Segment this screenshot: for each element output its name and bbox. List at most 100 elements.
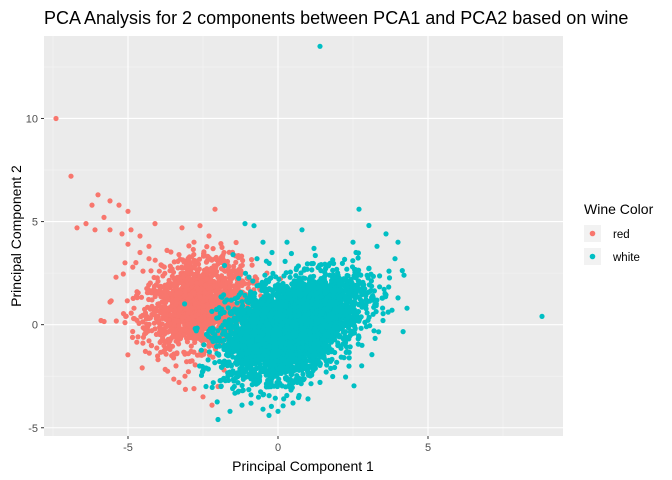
- point-red: [192, 362, 198, 368]
- point-white: [230, 344, 236, 350]
- point-white: [222, 299, 228, 305]
- point-red: [213, 294, 219, 300]
- point-red: [177, 306, 183, 312]
- point-red: [194, 258, 200, 264]
- chart-title: PCA Analysis for 2 components between PC…: [44, 8, 628, 28]
- point-white: [228, 363, 234, 369]
- point-white: [240, 343, 246, 349]
- point-white: [255, 394, 262, 400]
- point-white: [215, 315, 222, 321]
- point-red: [148, 342, 154, 348]
- point-red: [167, 346, 173, 352]
- point-red: [211, 271, 217, 278]
- point-red: [130, 328, 136, 335]
- point-red: [98, 317, 104, 324]
- point-white: [266, 393, 272, 399]
- point-white: [243, 368, 249, 374]
- point-red: [204, 244, 210, 250]
- point-red: [151, 320, 157, 326]
- point-red: [152, 326, 158, 332]
- point-red: [229, 272, 236, 278]
- point-red: [209, 402, 215, 408]
- point-white: [209, 308, 215, 314]
- point-red: [155, 357, 161, 363]
- point-white: [216, 343, 222, 349]
- point-red: [159, 329, 165, 335]
- point-red: [198, 333, 204, 339]
- point-red: [212, 206, 218, 212]
- point-white: [301, 355, 307, 361]
- point-red: [188, 348, 194, 354]
- point-white: [221, 262, 228, 269]
- point-white: [232, 390, 238, 396]
- point-white: [236, 275, 242, 281]
- point-red: [163, 316, 169, 322]
- point-white: [231, 370, 237, 376]
- point-red: [169, 312, 175, 318]
- point-red: [185, 310, 191, 316]
- point-red: [210, 300, 216, 306]
- point-white: [206, 349, 212, 355]
- point-white: [287, 269, 293, 275]
- point-white: [239, 382, 245, 389]
- point-white: [260, 366, 266, 373]
- point-red: [120, 311, 127, 317]
- point-red: [53, 115, 59, 122]
- point-white: [284, 392, 290, 399]
- point-red: [158, 262, 164, 268]
- point-red: [158, 349, 164, 355]
- point-red: [191, 334, 197, 340]
- point-red: [107, 227, 113, 233]
- point-red: [201, 250, 207, 256]
- point-red: [195, 311, 201, 317]
- point-white: [201, 342, 207, 348]
- point-red: [135, 334, 141, 340]
- point-red: [140, 319, 146, 325]
- point-red: [139, 365, 145, 371]
- point-white: [239, 337, 245, 343]
- point-red: [202, 289, 208, 296]
- point-red: [156, 308, 162, 314]
- point-red: [151, 283, 158, 289]
- point-red: [140, 334, 146, 340]
- point-white: [269, 339, 275, 345]
- point-red: [205, 254, 212, 260]
- point-red: [146, 282, 152, 288]
- point-red: [146, 350, 152, 356]
- point-white: [329, 356, 335, 362]
- point-white: [256, 353, 262, 359]
- point-white: [279, 383, 285, 389]
- point-white: [372, 335, 378, 341]
- point-white: [260, 392, 266, 398]
- point-red: [162, 339, 168, 346]
- point-red: [206, 233, 212, 239]
- point-red: [169, 353, 175, 359]
- point-red: [89, 202, 95, 208]
- point-red: [162, 292, 169, 298]
- point-red: [146, 338, 152, 344]
- point-red: [155, 278, 161, 284]
- point-white: [209, 384, 215, 390]
- point-red: [204, 267, 210, 273]
- point-white: [225, 353, 231, 359]
- point-white: [343, 374, 349, 380]
- point-red: [152, 257, 158, 263]
- point-red: [216, 259, 222, 266]
- point-white: [215, 328, 221, 334]
- point-white: [225, 305, 231, 311]
- point-red: [133, 260, 139, 266]
- point-red: [149, 303, 155, 309]
- point-white: [266, 373, 272, 379]
- point-red: [129, 334, 136, 340]
- point-red: [131, 315, 137, 322]
- point-white: [248, 400, 254, 406]
- point-white: [266, 382, 272, 388]
- point-red: [218, 282, 224, 288]
- point-red: [147, 315, 153, 321]
- point-red: [173, 363, 179, 369]
- point-red: [190, 246, 196, 253]
- point-red: [239, 282, 245, 289]
- point-red: [107, 198, 113, 204]
- point-white: [241, 360, 247, 366]
- point-red: [113, 274, 119, 280]
